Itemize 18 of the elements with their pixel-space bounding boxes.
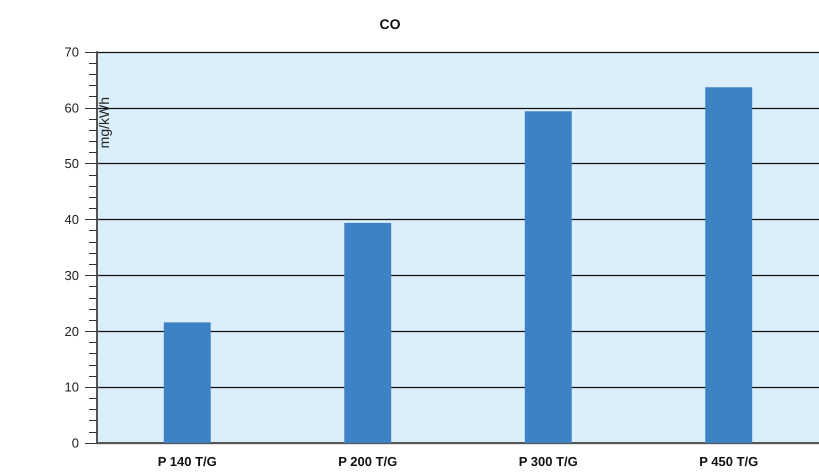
y-tick-label: 40: [64, 212, 79, 228]
y-tick-label: 70: [64, 44, 79, 60]
x-tick-label: P 140 T/G: [158, 454, 217, 469]
bar: [344, 222, 392, 443]
y-tick-label: 10: [64, 380, 79, 395]
x-tick-label: P 300 T/G: [518, 454, 578, 469]
y-axis-title: mg/kWh: [96, 97, 112, 148]
y-tick-label: 50: [64, 156, 79, 172]
bar: [164, 322, 211, 443]
y-tick-label: 30: [64, 268, 79, 283]
bar: [705, 87, 752, 443]
y-tick-label: 20: [64, 324, 79, 339]
x-tick-label: P 450 T/G: [699, 454, 758, 469]
x-tick-label: P 200 T/G: [338, 454, 398, 469]
y-tick-label: 60: [64, 100, 79, 116]
y-tick-label: 0: [72, 436, 79, 450]
bar: [524, 111, 572, 443]
chart-title: CO: [380, 16, 401, 32]
